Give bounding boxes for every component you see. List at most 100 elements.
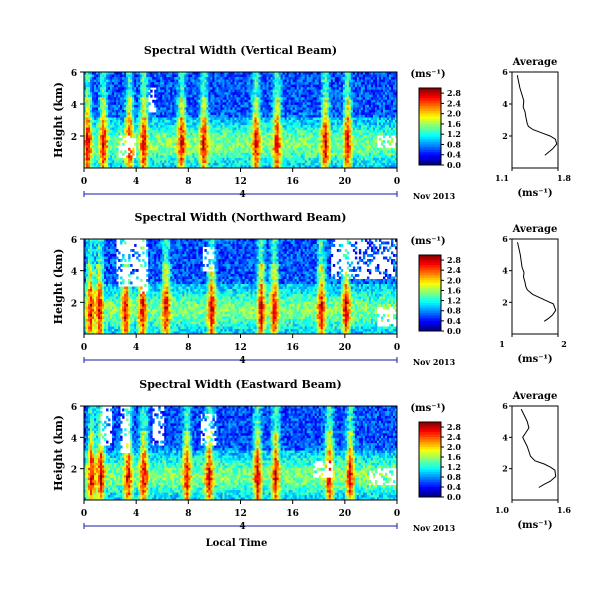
heatmap-cell	[328, 135, 332, 139]
heatmap-cell	[298, 165, 302, 169]
heatmap-cell	[190, 72, 193, 75]
heatmap-cell	[86, 127, 89, 131]
heatmap-cell	[254, 77, 257, 80]
heatmap-cell	[198, 97, 201, 101]
heatmap-cell	[228, 160, 231, 164]
heatmap-cell	[292, 104, 296, 108]
heatmap-cell	[322, 127, 326, 131]
heatmap-cell	[252, 135, 255, 139]
heatmap-cell	[266, 109, 269, 113]
heatmap-cell	[304, 147, 308, 151]
heatmap-cell	[304, 87, 308, 91]
heatmap-cell	[206, 135, 209, 139]
heatmap-cell	[124, 140, 127, 144]
heatmap-cell	[322, 125, 326, 128]
heatmap-cell	[262, 130, 265, 134]
heatmap-cell	[230, 87, 233, 91]
heatmap-cell	[248, 147, 251, 151]
heatmap-cell	[88, 132, 91, 136]
heatmap-cell	[296, 147, 300, 151]
heatmap-cell	[336, 112, 340, 116]
heatmap-cell	[222, 122, 225, 126]
heatmap-cell	[148, 84, 151, 88]
heatmap-cell	[164, 97, 167, 101]
heatmap-cell	[340, 102, 344, 106]
heatmap-cell	[142, 79, 145, 83]
heatmap-cell	[124, 127, 127, 131]
heatmap-cell	[170, 117, 173, 121]
heatmap-cell	[324, 155, 328, 159]
heatmap-cell	[126, 162, 129, 166]
heatmap-cell	[202, 145, 205, 149]
heatmap-cell	[280, 152, 284, 156]
heatmap-cell	[260, 142, 263, 146]
heatmap-cell	[88, 122, 91, 126]
heatmap-cell	[312, 152, 316, 156]
heatmap-cell	[200, 74, 203, 78]
heatmap-cell	[324, 97, 328, 101]
heatmap-cell	[338, 142, 342, 146]
heatmap-cell	[250, 107, 253, 111]
heatmap-cell	[160, 125, 163, 128]
heatmap-cell	[166, 117, 169, 121]
heatmap-cell	[302, 112, 306, 116]
heatmap-cell	[244, 130, 247, 134]
heatmap-cell	[306, 87, 310, 91]
heatmap-cell	[310, 145, 314, 149]
heatmap-cell	[282, 94, 286, 98]
heatmap-cell	[218, 94, 221, 98]
heatmap-cell	[224, 107, 227, 111]
heatmap-cell	[174, 135, 177, 139]
heatmap-cell	[226, 99, 229, 103]
heatmap-cell	[312, 84, 316, 88]
heatmap-cell	[278, 82, 282, 86]
heatmap-cell	[306, 130, 310, 134]
heatmap-cell	[212, 112, 215, 116]
heatmap-cell	[330, 107, 334, 111]
heatmap-cell	[266, 127, 269, 131]
heatmap-cell	[142, 112, 145, 116]
heatmap-cell	[168, 122, 171, 126]
heatmap-cell	[188, 109, 191, 113]
heatmap-cell	[88, 135, 91, 139]
heatmap-cell	[248, 160, 251, 164]
heatmap-cell	[208, 79, 211, 83]
heatmap-cell	[238, 114, 241, 118]
heatmap-cell	[148, 112, 151, 116]
heatmap-cell	[188, 97, 191, 101]
heatmap-cell	[88, 102, 91, 106]
heatmap-cell	[296, 77, 300, 80]
heatmap-cell	[192, 147, 195, 151]
heatmap-cell	[238, 150, 241, 154]
heatmap-cell	[84, 157, 87, 161]
heatmap-cell	[182, 130, 185, 134]
heatmap-cell	[330, 152, 334, 156]
heatmap-cell	[222, 130, 225, 134]
heatmap-cell	[164, 122, 167, 126]
heatmap-cell	[112, 89, 115, 93]
heatmap-cell	[188, 137, 191, 141]
heatmap-cell	[84, 79, 87, 83]
heatmap-cell	[144, 125, 147, 128]
heatmap-cell	[238, 97, 241, 101]
heatmap-cell	[314, 79, 318, 83]
heatmap-cell	[232, 97, 235, 101]
heatmap-cell	[128, 114, 131, 118]
heatmap-cell	[348, 145, 352, 149]
heatmap-cell	[224, 140, 227, 144]
heatmap-cell	[194, 92, 197, 96]
heatmap-cell	[104, 97, 107, 101]
heatmap-cell	[288, 72, 292, 75]
heatmap-cell	[270, 150, 274, 154]
heatmap-cell	[92, 165, 95, 169]
heatmap-cell	[180, 92, 183, 96]
heatmap-cell	[236, 147, 239, 151]
heatmap-cell	[232, 120, 235, 123]
heatmap-cell	[146, 94, 149, 98]
heatmap-cell	[96, 142, 99, 146]
heatmap-cell	[104, 72, 107, 75]
heatmap-cell	[162, 94, 165, 98]
heatmap-cell	[212, 120, 215, 123]
heatmap-cell	[164, 137, 167, 141]
heatmap-cell	[158, 142, 161, 146]
